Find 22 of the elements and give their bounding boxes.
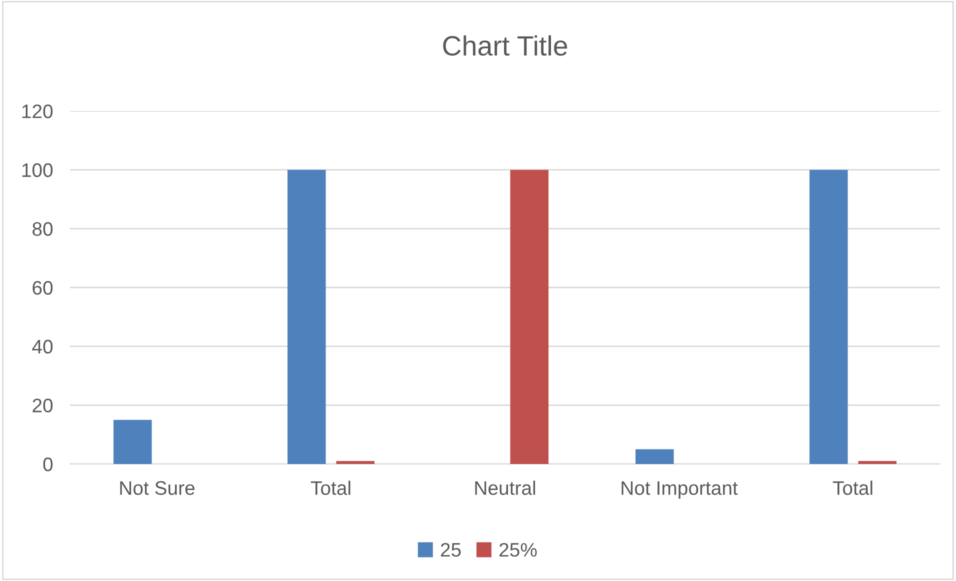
bar <box>336 461 374 464</box>
x-tick-label: Neutral <box>475 480 536 495</box>
bar <box>636 449 674 464</box>
x-tick-label: Total <box>832 480 872 495</box>
x-tick-label: Not Important <box>622 481 738 499</box>
x-tick-label: Not Sure <box>120 481 195 495</box>
y-tick-label: 80 <box>32 222 53 236</box>
y-tick-label: 60 <box>32 280 53 295</box>
x-tick-label: Total <box>310 480 350 495</box>
bar <box>858 461 896 464</box>
bar <box>810 170 848 464</box>
y-tick-label: 40 <box>32 340 53 354</box>
chart-title: Chart Title <box>443 35 568 56</box>
legend-label: 25% <box>500 542 537 557</box>
bar <box>288 170 326 464</box>
bar <box>114 420 152 464</box>
legend-label: 25 <box>440 542 461 557</box>
y-tick-label: 100 <box>22 163 53 178</box>
y-tick-label: 120 <box>22 104 53 118</box>
y-tick-label: 20 <box>32 398 53 412</box>
bar <box>510 170 548 464</box>
y-tick-label: 0 <box>43 457 53 472</box>
